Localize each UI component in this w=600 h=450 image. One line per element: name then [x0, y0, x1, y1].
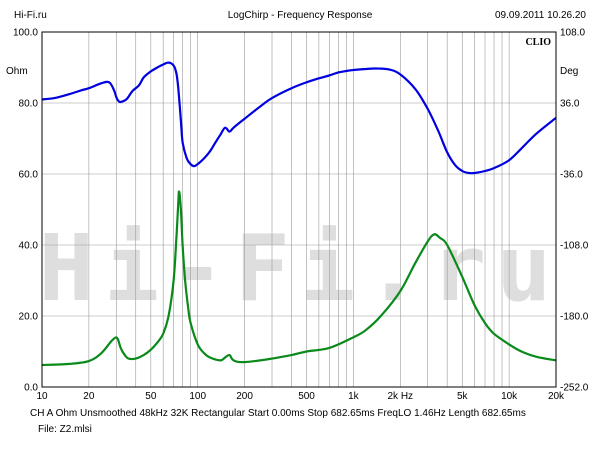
y-axis-right-label: Deg: [560, 66, 578, 77]
y-axis-left-label: Ohm: [6, 66, 28, 77]
x-tick-label: 1k: [348, 391, 360, 402]
x-tick-label: 50: [145, 391, 157, 402]
x-tick-label: 500: [298, 391, 315, 402]
x-tick-label: 20k: [548, 391, 565, 402]
footer-file: File: Z2.mlsi: [38, 424, 92, 435]
y-tick-label-left: 80.0: [19, 99, 39, 110]
chart-title: LogChirp - Frequency Response: [228, 10, 373, 21]
y-tick-label-right: -252.0: [560, 383, 589, 394]
y-tick-label-right: 36.0: [560, 99, 580, 110]
y-tick-label-right: 108.0: [560, 28, 585, 39]
x-tick-label: 20: [83, 391, 95, 402]
y-tick-label-left: 40.0: [19, 241, 39, 252]
x-tick-label: 10k: [501, 391, 518, 402]
y-tick-label-right: -36.0: [560, 170, 583, 181]
site-label: Hi-Fi.ru: [14, 10, 47, 21]
y-tick-label-right: -180.0: [560, 312, 589, 323]
plot-area: [42, 32, 556, 387]
impedance-curve: [41, 190, 557, 367]
grid: [42, 32, 556, 387]
x-axis-ticks: 10 20 50 100 200 500 1k 2k Hz 5k 10k 20k: [36, 391, 565, 402]
timestamp: 09.09.2011 10.26.20: [495, 10, 586, 21]
y-tick-label-left: 20.0: [19, 312, 39, 323]
brand-label: CLIO: [525, 37, 551, 48]
y-tick-label-right: -108.0: [560, 241, 589, 252]
y-axis-left-ticks: 0.0 20.0 40.0 60.0 80.0 100.0: [13, 28, 38, 394]
phase-curve: [41, 61, 557, 175]
x-tick-label: 100: [189, 391, 206, 402]
watermark: Hi-Fi.ru: [38, 215, 561, 322]
series-lines: [41, 61, 557, 367]
x-tick-label: 200: [236, 391, 253, 402]
x-tick-label: 10: [36, 391, 48, 402]
footer-settings: CH A Ohm Unsmoothed 48kHz 32K Rectangula…: [30, 408, 526, 419]
plot-border: [41, 31, 557, 388]
x-tick-label: 5k: [457, 391, 469, 402]
x-tick-label: 2k Hz: [388, 391, 414, 402]
y-tick-label-left: 100.0: [13, 28, 38, 39]
y-tick-label-left: 60.0: [19, 170, 39, 181]
y-axis-right-ticks: -252.0 -180.0 -108.0 -36.0 36.0 108.0: [560, 28, 589, 394]
y-tick-label-left: 0.0: [24, 383, 38, 394]
